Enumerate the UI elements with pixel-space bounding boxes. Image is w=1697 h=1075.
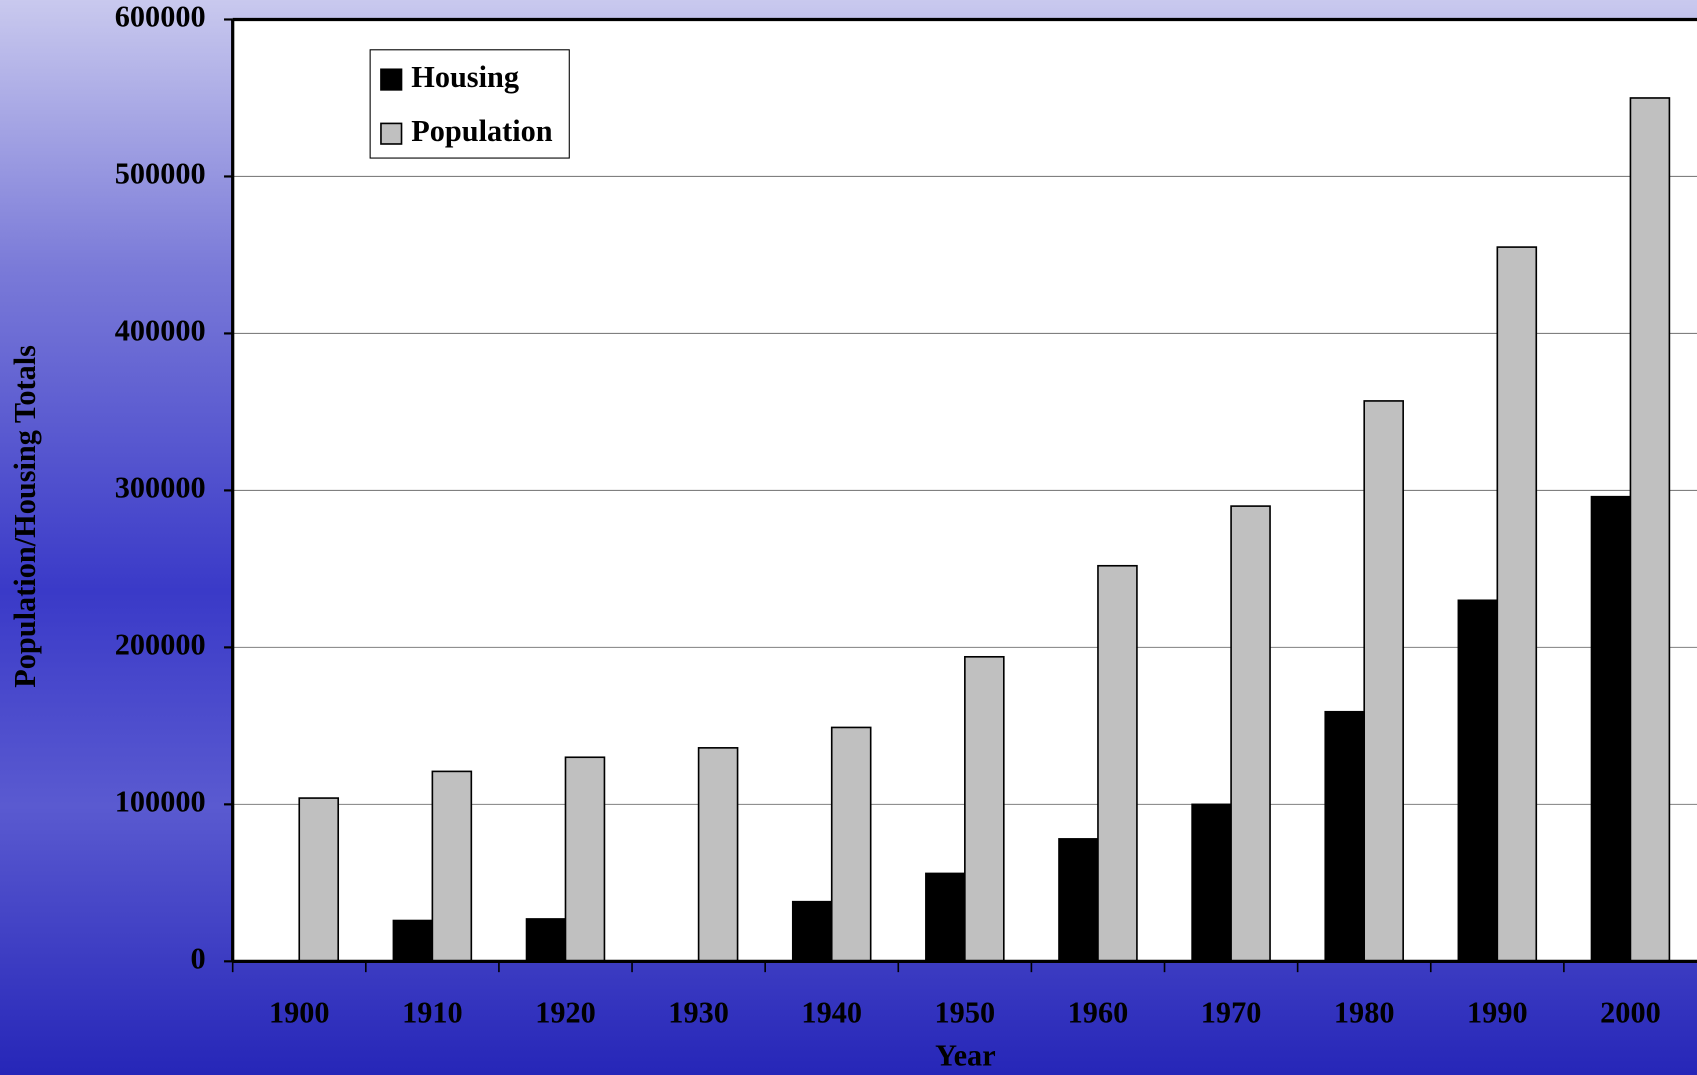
- y-tick-label: 100000: [115, 784, 206, 818]
- x-tick-label: 1920: [535, 995, 596, 1029]
- bar: [1191, 803, 1232, 963]
- bar: [1496, 246, 1538, 963]
- bars: [298, 97, 1671, 963]
- bar: [298, 797, 340, 963]
- bar: [1230, 505, 1271, 963]
- bar: [964, 655, 1005, 963]
- x-tick-label: 1980: [1334, 995, 1395, 1029]
- bar: [925, 872, 966, 963]
- x-tick-label: 1900: [269, 995, 330, 1029]
- bar: [1590, 495, 1632, 963]
- x-tick-label: 1960: [1068, 995, 1129, 1029]
- y-tick-label: 0: [190, 941, 205, 975]
- legend-box: [369, 49, 570, 159]
- legend-label: Population: [411, 114, 553, 148]
- x-tick-label: 1990: [1467, 995, 1528, 1029]
- bar: [564, 756, 606, 963]
- x-tick-label: 1950: [935, 995, 996, 1029]
- y-tick-label: 400000: [115, 313, 206, 347]
- bar: [697, 747, 739, 963]
- bar: [525, 918, 567, 963]
- legend-label: Housing: [411, 60, 519, 94]
- x-tick-label: 1930: [668, 995, 729, 1029]
- legend: Housing Population: [369, 49, 570, 159]
- bar: [1097, 564, 1138, 963]
- y-tick-label: 300000: [115, 470, 206, 504]
- bar: [1058, 838, 1099, 963]
- y-tick-label: 500000: [115, 156, 206, 190]
- bar: [830, 726, 872, 963]
- bar: [431, 770, 473, 963]
- bar: [1324, 710, 1366, 963]
- bar: [1629, 97, 1671, 963]
- x-tick-label: 1970: [1201, 995, 1262, 1029]
- x-tick-label: 1910: [402, 995, 463, 1029]
- bar: [1363, 400, 1404, 963]
- x-tick-label: 1940: [801, 995, 862, 1029]
- y-axis-label: Population/Housing Totals: [8, 345, 42, 688]
- legend-swatch: [380, 68, 403, 91]
- grid: [224, 18, 1697, 973]
- x-axis-label: Year: [935, 1039, 996, 1073]
- bar: [392, 919, 434, 963]
- x-tick-label: 2000: [1600, 995, 1661, 1029]
- y-tick-label: 600000: [115, 0, 206, 33]
- y-tick-label: 200000: [115, 627, 206, 661]
- bar: [791, 900, 833, 963]
- bar: [1457, 599, 1499, 963]
- legend-swatch: [380, 122, 403, 145]
